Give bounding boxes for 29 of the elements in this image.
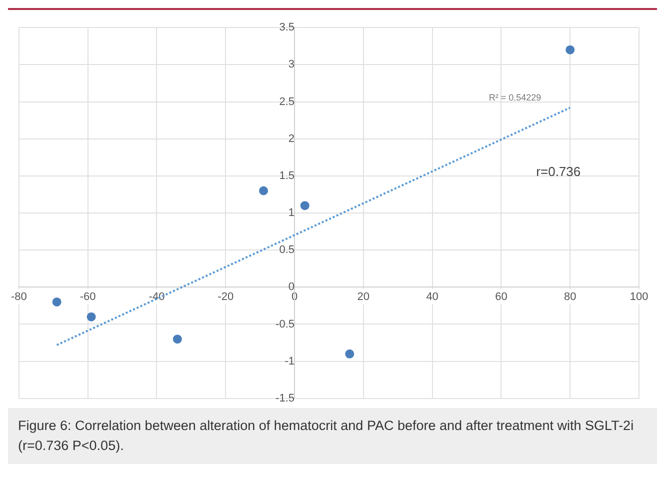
x-tick-label: -60 — [80, 290, 96, 303]
point — [86, 312, 96, 322]
x-tick-label: 20 — [357, 290, 370, 303]
point — [300, 201, 310, 210]
y-tick-label: 0 — [288, 281, 295, 294]
y-tick-label: -1.5 — [276, 392, 295, 404]
y-tick-label: 3 — [288, 58, 295, 71]
x-tick-label: -20 — [218, 290, 234, 303]
x-tick-label: 100 — [630, 290, 648, 303]
point — [172, 334, 182, 344]
x-tick-label: 60 — [495, 290, 508, 303]
y-tick-label: 0.5 — [279, 244, 295, 256]
y-tick-label: 3.5 — [279, 22, 295, 34]
y-tick-label: 1.5 — [279, 170, 295, 182]
point — [52, 297, 62, 306]
y-tick-label: 1 — [288, 207, 295, 220]
y-tick-label: -1 — [284, 355, 295, 368]
annotation: R² = 0.54229 — [488, 92, 542, 103]
point — [566, 45, 575, 54]
y-tick-label: -0.5 — [276, 318, 295, 330]
point — [259, 186, 268, 196]
x-tick-label: 40 — [426, 290, 438, 303]
caption: Figure 6: Correlation between alteration of hematocrit and PAC before and after treatment with SGLT-2i (r=0.736 P<0.05). — [8, 408, 657, 464]
point — [345, 349, 354, 358]
annotation: r=0.736 — [536, 164, 581, 179]
x-tick-label: 80 — [564, 290, 576, 303]
y-tick-label: 2 — [288, 132, 295, 145]
y-tick-label: 2.5 — [279, 96, 295, 108]
x-tick-label: -80 — [10, 290, 27, 303]
